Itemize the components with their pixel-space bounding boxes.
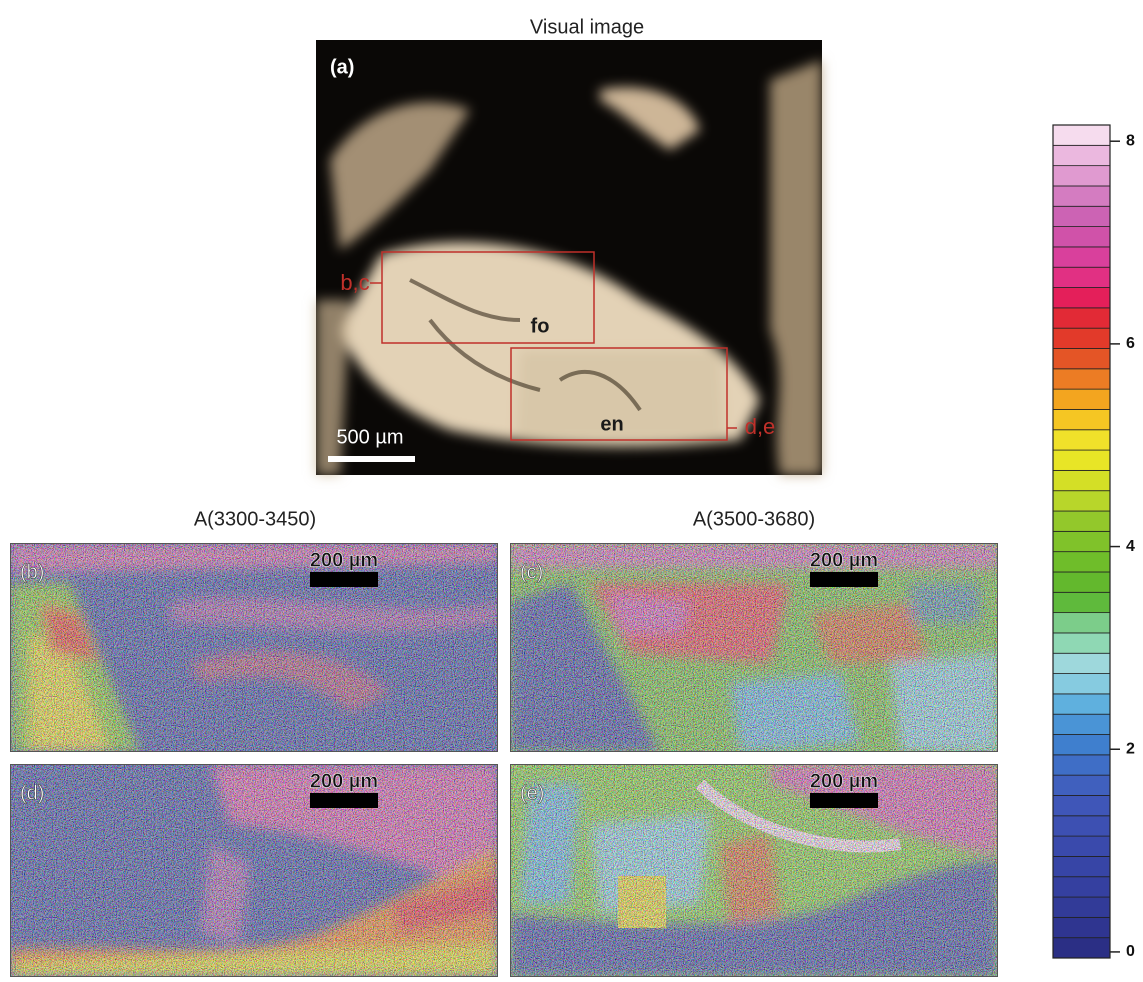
colorbar-segment (1053, 613, 1110, 633)
scale-bar (810, 572, 878, 587)
colorbar-segment (1053, 328, 1110, 348)
box-label: d,e (745, 414, 776, 439)
colorbar: 0 2 4 6 8 (1053, 125, 1135, 960)
scale-label: 200 µm (310, 549, 378, 571)
colorbar-segment (1053, 714, 1110, 734)
scale-label: 200 µm (810, 549, 878, 571)
panel-title: Visual image (530, 16, 644, 38)
colorbar-segment (1053, 877, 1110, 897)
colorbar-segment (1053, 247, 1110, 267)
scale-label: 200 µm (810, 770, 878, 792)
scale-bar (310, 572, 378, 587)
map-e (510, 764, 998, 977)
panel-label: (d) (20, 782, 44, 804)
mineral-label: en (600, 413, 623, 435)
colorbar-tick-label: 0 (1126, 943, 1135, 960)
colorbar-segment (1053, 592, 1110, 612)
panel-label: (e) (520, 782, 544, 804)
panel-title: A(3500-3680) (693, 508, 815, 530)
colorbar-segment (1053, 552, 1110, 572)
colorbar-segment (1053, 653, 1110, 673)
colorbar-segment (1053, 795, 1110, 815)
colorbar-segment (1053, 755, 1110, 775)
map-c (510, 543, 998, 752)
colorbar-segment (1053, 694, 1110, 714)
colorbar-tick-label: 6 (1126, 335, 1135, 352)
colorbar-segment (1053, 897, 1110, 917)
colorbar-segment (1053, 267, 1110, 287)
colorbar-segment (1053, 938, 1110, 958)
colorbar-segment (1053, 674, 1110, 694)
colorbar-segment (1053, 348, 1110, 368)
scale-label: 500 µm (336, 426, 403, 448)
visual-image (316, 40, 822, 475)
colorbar-segment (1053, 816, 1110, 836)
colorbar-segment (1053, 572, 1110, 592)
colorbar-segment (1053, 470, 1110, 490)
panel-label: (c) (520, 561, 543, 583)
colorbar-segment (1053, 633, 1110, 653)
colorbar-segment (1053, 227, 1110, 247)
colorbar-segment (1053, 308, 1110, 328)
colorbar-segment (1053, 735, 1110, 755)
panel-label: (a) (330, 56, 354, 78)
colorbar-segment (1053, 491, 1110, 511)
colorbar-segment (1053, 409, 1110, 429)
panel-title: A(3300-3450) (194, 508, 316, 530)
scale-label: 200 µm (310, 770, 378, 792)
colorbar-segment (1053, 775, 1110, 795)
colorbar-segment (1053, 450, 1110, 470)
colorbar-tick-label: 2 (1126, 740, 1135, 757)
colorbar-segment (1053, 836, 1110, 856)
colorbar-tick-label: 8 (1126, 132, 1135, 149)
map-d (10, 764, 498, 977)
colorbar-segment (1053, 511, 1110, 531)
figure: Visual image (a) 500 µm b,c d,e fo en A(… (0, 0, 1143, 977)
colorbar-segment (1053, 917, 1110, 937)
page: {"visual": {"title": "Visual image", "la… (0, 0, 1143, 977)
colorbar-segment (1053, 430, 1110, 450)
colorbar-segment (1053, 186, 1110, 206)
scale-bar (810, 793, 878, 808)
colorbar-segment (1053, 531, 1110, 551)
colorbar-segment (1053, 145, 1110, 165)
scale-bar (310, 793, 378, 808)
colorbar-segment (1053, 369, 1110, 389)
colorbar-segment (1053, 389, 1110, 409)
colorbar-segment (1053, 125, 1110, 145)
colorbar-segment (1053, 856, 1110, 876)
mineral-label: fo (531, 315, 550, 337)
colorbar-segment (1053, 166, 1110, 186)
panel-label: (b) (20, 561, 44, 583)
map-b (10, 543, 498, 752)
colorbar-segment (1053, 288, 1110, 308)
box-label: b,c (340, 270, 369, 295)
colorbar-segment (1053, 206, 1110, 226)
colorbar-tick-label: 4 (1126, 538, 1135, 555)
